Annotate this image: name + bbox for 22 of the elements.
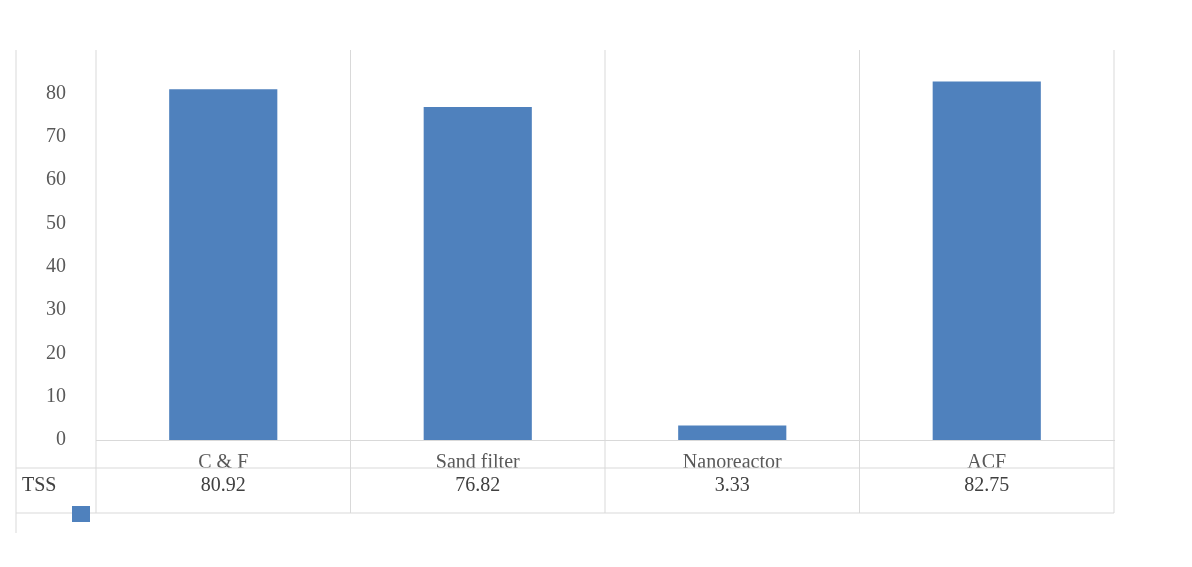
data-label: 3.33 (714, 473, 750, 496)
y-tick-label: 60 (46, 167, 66, 190)
bar (932, 81, 1041, 440)
y-tick-label: 80 (46, 80, 66, 103)
y-tick-label: 20 (46, 340, 66, 363)
y-tick-label: 10 (46, 383, 66, 406)
text: TSS (22, 473, 57, 496)
y-tick-label: 30 (46, 297, 66, 320)
x-tick-label: ACF (967, 450, 1007, 473)
data-label: 82.75 (964, 473, 1010, 496)
bar (423, 107, 532, 440)
y-tick-label: 50 (46, 210, 66, 233)
y-tick-label: 40 (46, 253, 66, 276)
x-tick-label: Sand filter (435, 450, 521, 473)
x-tick-label: Nanoreactor (682, 450, 782, 473)
bar (169, 89, 278, 440)
y-tick-label: 0 (56, 427, 66, 450)
data-label: 76.82 (455, 473, 501, 496)
x-tick-label: C & F (198, 450, 249, 473)
y-tick-label: 70 (46, 123, 66, 146)
bar (678, 425, 787, 440)
data-label: 80.92 (200, 473, 246, 496)
